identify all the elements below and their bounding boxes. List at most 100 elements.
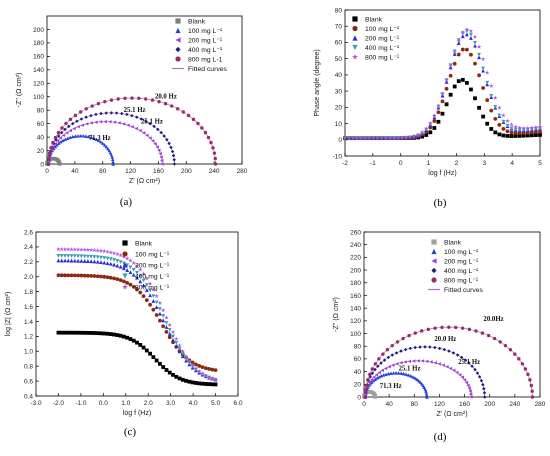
data-point [501,112,506,118]
data-point [96,138,101,143]
data-point [169,145,173,150]
data-point [533,124,539,130]
data-point [125,268,130,272]
y-axis-label: Phase angle (degree) [314,49,321,116]
data-point [81,134,86,138]
data-point [68,135,72,139]
data-point [432,119,437,123]
data-point [98,120,103,124]
legend-marker [175,37,181,43]
data-point [523,367,528,371]
data-point [96,101,101,106]
data-point [423,345,427,349]
data-point [448,63,453,69]
y-tick-label: 1.2 [24,334,33,341]
x-tick-label: 280 [237,168,248,175]
data-point [391,363,395,367]
data-point [469,32,473,37]
data-point [158,307,162,311]
data-point [148,302,152,307]
data-point [383,135,388,141]
legend-marker [431,239,437,245]
data-point [94,112,98,117]
data-point [161,318,166,323]
data-point [377,357,381,361]
data-point [58,136,63,140]
data-point [529,383,534,388]
data-point [371,378,376,383]
data-point [207,367,211,371]
legend-marker [175,18,181,24]
data-point [470,364,474,368]
data-point [432,126,437,130]
y-tick-label: 40 [37,134,45,141]
data-point [517,133,522,138]
data-point [426,327,431,332]
data-point [368,380,372,385]
data-point [409,374,413,378]
data-point [99,331,103,336]
data-point [76,273,80,278]
data-point [112,276,116,281]
data-point [108,275,113,280]
data-point [436,103,441,108]
data-point [89,121,93,125]
data-point [464,47,469,52]
data-point [203,366,208,371]
data-point [180,377,185,382]
data-point [92,259,97,264]
data-point [151,355,156,359]
data-point [59,130,64,135]
data-point [425,359,429,364]
data-point [473,43,477,48]
data-point [141,345,146,350]
data-point [69,273,74,278]
data-point [493,105,498,109]
data-point [456,38,462,43]
y-tick-label: 80 [335,7,343,14]
panel-c: -3.0 -2.0 -1.0 0.0 1.0 2.0 3.0 4.0 5.0 6.0 0.4 0.6 0… [5,229,243,438]
data-point [538,133,542,137]
data-point [505,123,510,128]
data-point [66,136,70,140]
data-point [505,129,510,134]
y-tick-label: 60 [354,356,362,363]
data-point [448,73,453,78]
legend-label: 800 mg L⁻¹ [365,55,400,62]
data-point [460,375,464,379]
data-point [194,381,198,385]
y-tick-label: 2.0 [24,274,33,281]
data-point [377,370,381,375]
data-point [105,256,110,261]
data-point [391,135,397,141]
x-tick-label: 280 [535,401,546,408]
data-point [122,261,126,266]
data-point [469,395,473,399]
data-point [49,148,54,152]
data-point [171,334,175,339]
y-tick-label: 0.6 [24,378,33,385]
data-point [148,121,152,126]
y-tick-label: 120 [350,318,361,325]
data-point [160,158,164,163]
data-point [69,254,74,259]
data-point [425,395,429,399]
legend-label: 400 mg L⁻¹ [135,274,170,281]
data-point [473,41,477,45]
data-point [141,278,146,283]
data-point [160,162,164,166]
data-point [191,117,196,122]
data-point [454,325,458,330]
legend-marker [352,44,358,51]
plot-frame [46,15,243,165]
data-point [481,68,486,73]
data-point [473,61,477,66]
data-point [427,120,433,126]
data-point [66,330,71,335]
data-point [376,364,380,368]
data-point [437,346,442,351]
data-point [86,259,90,263]
data-point [162,134,166,138]
legend-marker [122,251,128,257]
data-point [173,336,179,342]
